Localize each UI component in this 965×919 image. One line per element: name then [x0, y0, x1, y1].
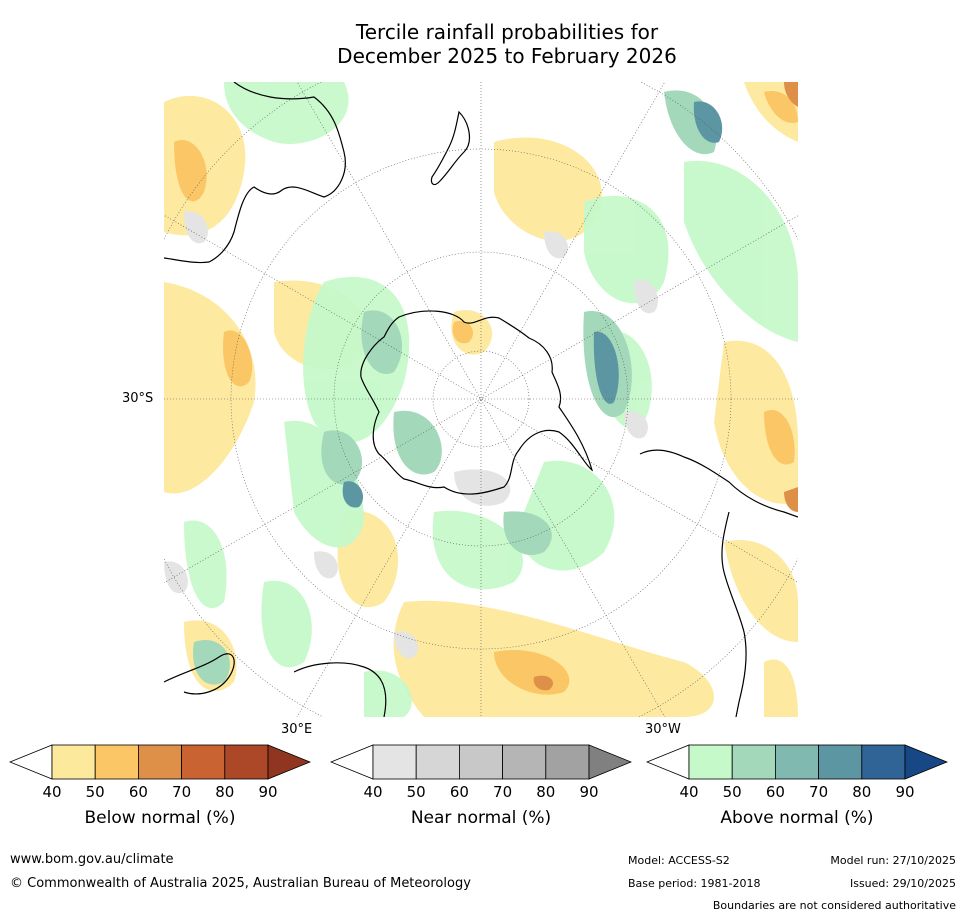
colorbar-high-extension: [267, 744, 311, 780]
footer-issued: Issued: 29/10/2025: [849, 877, 956, 890]
title-line-1: Tercile rainfall probabilities for: [355, 20, 659, 44]
colorbar-segment: [688, 744, 733, 780]
title-line-2: December 2025 to February 2026: [337, 44, 677, 68]
lat-label-30s: 30°S: [122, 391, 154, 406]
colorbar-tick-label: 60: [128, 783, 148, 801]
south-america-coastline: [639, 449, 798, 717]
new-zealand-coastline: [430, 110, 471, 186]
colorbar-tick-label: 40: [363, 783, 383, 801]
colorbar-tick-label: 70: [493, 783, 513, 801]
colorbar-below-normal: [9, 744, 311, 780]
colorbar-segment: [818, 744, 863, 780]
colorbar-low-extension: [646, 744, 690, 780]
colorbar-segment: [458, 744, 503, 780]
colorbar-tick-label: 80: [536, 783, 556, 801]
colorbar-segment: [502, 744, 547, 780]
colorbar-segment: [224, 744, 269, 780]
graticule: [164, 82, 798, 717]
antarctica-coastline: [360, 310, 594, 495]
colorbar-segment: [731, 744, 776, 780]
colorbar-tick-label: 80: [852, 783, 872, 801]
colorbar-segment: [94, 744, 139, 780]
colorbar-segment: [372, 744, 417, 780]
colorbar-tick-label: 70: [809, 783, 829, 801]
colorbar-high-extension: [904, 744, 948, 780]
colorbar-tick-label: 50: [406, 783, 426, 801]
colorbar-segment: [137, 744, 182, 780]
australia-coastline: [164, 82, 346, 264]
colorbar-tick-label: 40: [679, 783, 699, 801]
above-normal-patches: [184, 82, 798, 717]
footer-model: Model: ACCESS-S2: [628, 854, 730, 867]
colorbar-tick-label: 70: [172, 783, 192, 801]
colorbar-label-near: Near normal (%): [410, 808, 552, 828]
colorbar-tick-label: 60: [449, 783, 469, 801]
footer-copyright: © Commonwealth of Australia 2025, Austra…: [10, 876, 471, 891]
colorbar-label-below: Below normal (%): [84, 808, 236, 828]
colorbar-tick-label: 90: [895, 783, 915, 801]
footer-site-link[interactable]: www.bom.gov.au/climate: [10, 852, 174, 867]
africa-coastline: [164, 653, 387, 717]
colorbar-tick-label: 80: [215, 783, 235, 801]
colorbar-tick-label: 60: [765, 783, 785, 801]
colorbar-tick-label: 50: [722, 783, 742, 801]
colorbar-segment: [415, 744, 460, 780]
colorbar-near-normal: [330, 744, 632, 780]
colorbar-label-above: Above normal (%): [720, 808, 874, 828]
map-title: Tercile rainfall probabilities for Decem…: [0, 20, 965, 68]
polar-map: [164, 82, 798, 717]
colorbar-segment: [861, 744, 906, 780]
colorbar-tick-label: 50: [85, 783, 105, 801]
lon-label-30e: 30°E: [281, 722, 313, 737]
colorbar-tick-label: 40: [42, 783, 62, 801]
lon-label-30w: 30°W: [645, 722, 681, 737]
colorbar-tick-label: 90: [258, 783, 278, 801]
footer-disclaimer: Boundaries are not considered authoritat…: [712, 899, 956, 912]
colorbar-low-extension: [9, 744, 53, 780]
colorbar-tick-label: 90: [579, 783, 599, 801]
footer-model-run: Model run: 27/10/2025: [830, 854, 956, 867]
colorbar-above-normal: [646, 744, 948, 780]
colorbar-segment: [181, 744, 226, 780]
colorbar-low-extension: [330, 744, 374, 780]
colorbar-segment: [51, 744, 96, 780]
above-normal-patches-very-strong: [342, 101, 723, 508]
near-normal-patches: [164, 211, 658, 659]
colorbar-segment: [774, 744, 819, 780]
colorbar-high-extension: [588, 744, 632, 780]
below-normal-patches-very-strong: [533, 82, 798, 691]
footer-base-period: Base period: 1981-2018: [628, 877, 761, 890]
colorbar-segment: [545, 744, 590, 780]
